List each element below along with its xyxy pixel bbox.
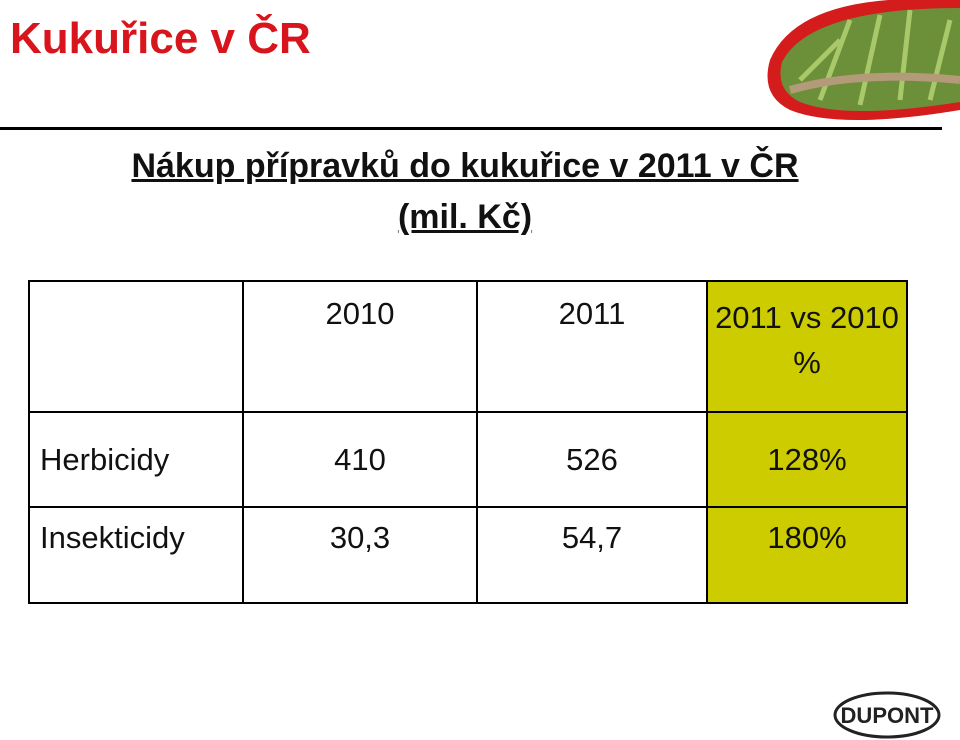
subtitle: (mil. Kč) <box>397 198 533 236</box>
cell: 128% <box>706 411 908 508</box>
row: Insekticidy 30,3 54,7 180% <box>28 506 908 604</box>
column-header: 2010 <box>242 280 478 413</box>
row-label: Insekticidy <box>28 506 244 604</box>
row-label: Herbicidy <box>28 411 244 508</box>
row: Herbicidy 410 526 128% <box>28 411 908 508</box>
cell: 180% <box>706 506 908 604</box>
corner-cell <box>28 280 244 413</box>
corn-image <box>767 0 960 120</box>
cell: 526 <box>476 411 708 508</box>
column-header: 2011 vs 2010 % <box>706 280 908 413</box>
slide-title: Kukuřice v ČR <box>10 14 311 63</box>
cell: 54,7 <box>476 506 708 604</box>
cell: 30,3 <box>242 506 478 604</box>
column-header: 2011 <box>476 280 708 413</box>
cell: 410 <box>242 411 478 508</box>
divider <box>0 127 942 130</box>
logo: DUPONT <box>833 691 941 739</box>
data-table: 2010 2011 2011 vs 2010 % Herbicidy 410 5… <box>28 280 908 604</box>
subtitle: Nákup přípravků do kukuřice v 2011 v ČR <box>131 147 799 185</box>
header-row: 2010 2011 2011 vs 2010 % <box>28 280 908 413</box>
logo-text: DUPONT <box>841 703 934 728</box>
